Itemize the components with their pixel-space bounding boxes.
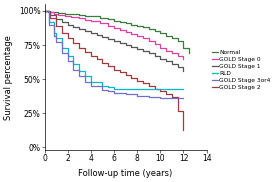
X-axis label: Follow-up time (years): Follow-up time (years) bbox=[78, 169, 173, 178]
Y-axis label: Survival percentage: Survival percentage bbox=[4, 35, 13, 120]
Legend: Normal, GOLD Stage 0, GOLD Stage 1, RLD, GOLD Stage 3or4, GOLD Stage 2: Normal, GOLD Stage 0, GOLD Stage 1, RLD,… bbox=[211, 49, 271, 91]
